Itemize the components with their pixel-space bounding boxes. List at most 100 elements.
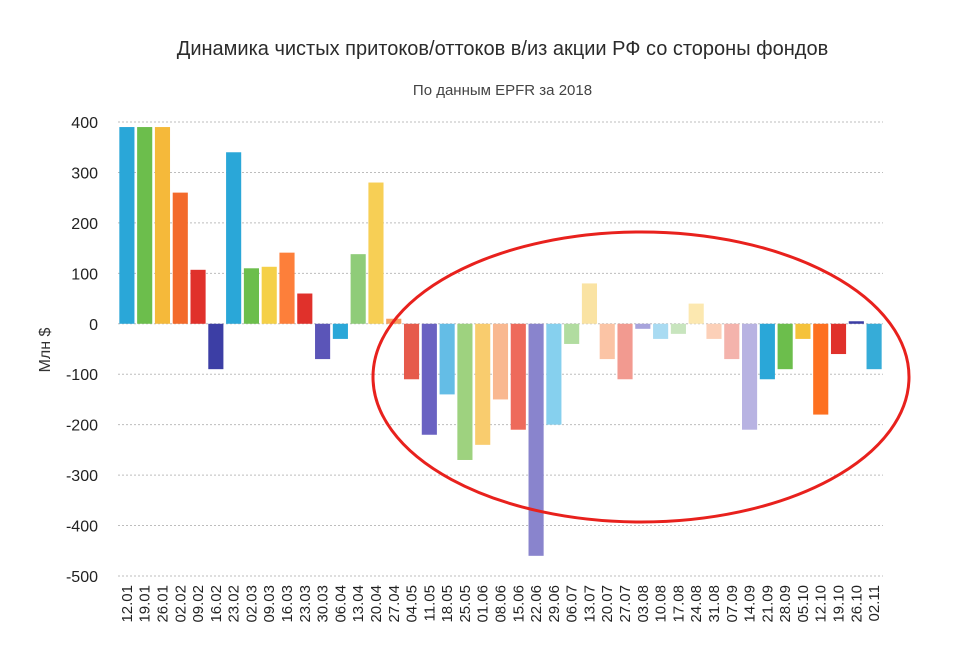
bar-09.03	[261, 266, 277, 324]
x-tick-label: 30.03	[315, 585, 332, 623]
y-tick-label: 300	[71, 165, 98, 182]
bar-12.10	[813, 323, 829, 415]
x-tick-label: 05.10	[795, 585, 812, 623]
y-tick-label: -400	[66, 519, 98, 536]
x-tick-label: 01.06	[475, 585, 492, 623]
x-tick-label: 06.07	[564, 585, 581, 623]
x-tick-label: 11.05	[421, 585, 438, 621]
x-tick-label: 07.09	[724, 585, 741, 623]
bar-04.05	[403, 323, 420, 380]
bar-23.02	[226, 152, 242, 324]
y-tick-label: 200	[71, 216, 98, 233]
y-tick-label: 0	[89, 317, 98, 334]
bar-06.04	[332, 323, 348, 339]
bar-02.03	[243, 268, 259, 324]
x-tick-label: 20.07	[599, 585, 616, 623]
bar-29.06	[546, 323, 562, 425]
bar-02.02	[172, 192, 188, 324]
bar-08.06	[492, 323, 509, 400]
x-tick-label: 13.04	[350, 585, 367, 623]
x-tick-label: 29.06	[546, 585, 563, 623]
x-tick-label: 15.06	[510, 585, 527, 623]
x-tick-label: 09.03	[261, 585, 278, 623]
y-tick-label: 100	[71, 266, 98, 283]
x-tick-label: 17.08	[670, 585, 687, 623]
x-tick-label: 13.07	[581, 585, 598, 623]
x-tick-label: 03.08	[635, 585, 652, 623]
y-tick-label: -300	[66, 468, 98, 485]
bar-28.09	[777, 323, 793, 370]
bar-09.02	[190, 269, 206, 324]
bar-05.10	[795, 323, 811, 339]
bar-17.08	[670, 323, 686, 334]
bar-13.04	[350, 254, 366, 324]
bar-21.09	[759, 323, 775, 380]
bar-25.05	[457, 323, 473, 460]
bar-01.06	[475, 323, 491, 445]
x-tick-label: 18.05	[439, 585, 456, 623]
bar-27.07	[617, 323, 633, 380]
x-tick-label: 12.01	[119, 585, 136, 623]
x-tick-label: 19.01	[137, 585, 154, 623]
bar-26.10	[848, 321, 864, 324]
x-tick-label: 27.07	[617, 585, 634, 623]
x-tick-label: 27.04	[386, 585, 403, 623]
bar-24.08	[688, 303, 704, 324]
bar-07.09	[724, 323, 740, 360]
x-axis-ticks: 12.01 19.01 26.01 02.02 09.02 16.02 23.02 02.03…	[119, 585, 883, 623]
x-tick-label: 14.09	[742, 585, 759, 623]
bar-30.03	[315, 323, 331, 360]
bar-31.08	[706, 323, 722, 339]
bar-13.07	[581, 283, 598, 324]
x-tick-label: 02.02	[172, 585, 189, 623]
x-tick-label: 20.04	[368, 585, 385, 623]
x-tick-label: 28.09	[777, 585, 794, 623]
x-tick-label: 22.06	[528, 585, 545, 623]
x-tick-label: 06.04	[332, 585, 349, 623]
x-tick-label: 12.10	[813, 585, 830, 623]
x-tick-label: 04.05	[404, 585, 421, 623]
x-tick-label: 16.03	[279, 585, 296, 623]
bar-10.08	[653, 323, 669, 339]
x-tick-label: 24.08	[688, 585, 705, 623]
y-axis-title: Млн $	[37, 327, 54, 372]
x-tick-label: 23.03	[297, 585, 314, 623]
x-tick-label: 09.02	[190, 585, 207, 623]
bar-26.01	[154, 127, 171, 324]
highlight-ellipse	[371, 230, 911, 524]
bar-22.06	[528, 323, 544, 556]
bar-12.01	[119, 127, 135, 324]
bar-15.06	[510, 323, 526, 430]
bar-19.01	[137, 127, 153, 324]
chart-title: Динамика чистых притоков/оттоков в/из ак…	[176, 38, 829, 60]
bar-23.03	[297, 293, 313, 324]
x-tick-label: 02.11	[866, 585, 883, 621]
x-tick-label: 19.10	[831, 585, 848, 623]
bar-16.03	[279, 252, 295, 324]
x-tick-label: 23.02	[226, 585, 243, 623]
bars	[119, 127, 882, 556]
bar-14.09	[742, 323, 758, 430]
bar-19.10	[830, 323, 847, 355]
x-tick-label: 02.03	[243, 585, 260, 623]
y-tick-label: -200	[66, 418, 98, 435]
y-tick-label: 400	[71, 115, 98, 132]
x-tick-label: 26.10	[848, 585, 865, 623]
x-tick-label: 10.08	[653, 585, 670, 623]
chart-subtitle: По данным EPFR за 2018	[412, 82, 593, 99]
bar-03.08	[635, 323, 651, 329]
y-tick-label: -500	[66, 569, 98, 586]
bar-20.04	[368, 182, 384, 324]
bar-11.05	[421, 323, 437, 435]
x-tick-label: 31.08	[706, 585, 723, 623]
x-tick-label: 26.01	[154, 585, 171, 623]
bar-02.11	[866, 323, 882, 370]
bar-18.05	[439, 323, 455, 395]
x-tick-label: 08.06	[493, 585, 510, 623]
x-tick-label: 25.05	[457, 585, 474, 623]
x-tick-label: 21.09	[759, 585, 776, 623]
bar-20.07	[599, 323, 615, 360]
y-tick-label: -100	[66, 367, 98, 384]
bar-06.07	[564, 323, 580, 344]
